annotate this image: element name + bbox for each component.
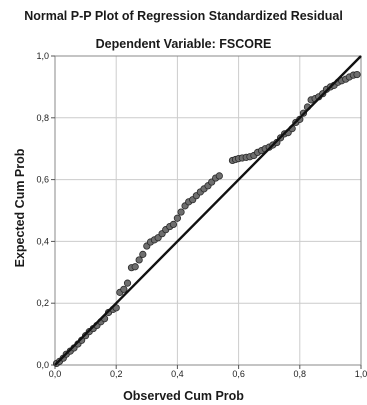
data-point <box>177 208 185 216</box>
data-point <box>139 250 147 258</box>
data-point <box>135 256 143 264</box>
y-tick-label: 0,8 <box>36 113 49 123</box>
y-tick-label: 0,6 <box>36 175 49 185</box>
data-point <box>123 279 132 287</box>
data-point <box>120 285 128 293</box>
y-tick-label: 0,0 <box>36 360 49 370</box>
y-tick-label: 0,2 <box>36 298 49 308</box>
x-tick-label: 0,8 <box>294 369 307 379</box>
x-tick-label: 0,0 <box>49 369 62 379</box>
data-point <box>131 263 139 271</box>
data-point <box>353 70 361 79</box>
x-axis-label: Observed Cum Prob <box>123 389 244 403</box>
chart-title: Normal P-P Plot of Regression Standardiz… <box>24 9 343 23</box>
data-point <box>173 214 181 222</box>
data-point <box>215 172 223 180</box>
plot-frame <box>54 55 362 366</box>
x-tick-label: 0,2 <box>110 369 123 379</box>
axis-ticks: 0,00,0 0,2 0,2 0,4 0,4 0,6 0,6 0,8 0,8 1,0 1,0 <box>36 51 367 379</box>
x-tick-label: 0,6 <box>232 369 245 379</box>
data-points <box>52 70 361 368</box>
chart-subtitle: Dependent Variable: FSCORE <box>95 37 272 51</box>
x-tick-label: 0,4 <box>171 369 184 379</box>
x-tick-label: 1,0 <box>355 369 367 379</box>
y-tick-label: 1,0 <box>36 51 49 61</box>
data-point <box>169 220 178 229</box>
y-axis-label: Expected Cum Prob <box>13 148 27 268</box>
grid-lines <box>55 56 361 365</box>
y-tick-label: 0,4 <box>36 236 49 246</box>
reference-line <box>54 55 362 366</box>
